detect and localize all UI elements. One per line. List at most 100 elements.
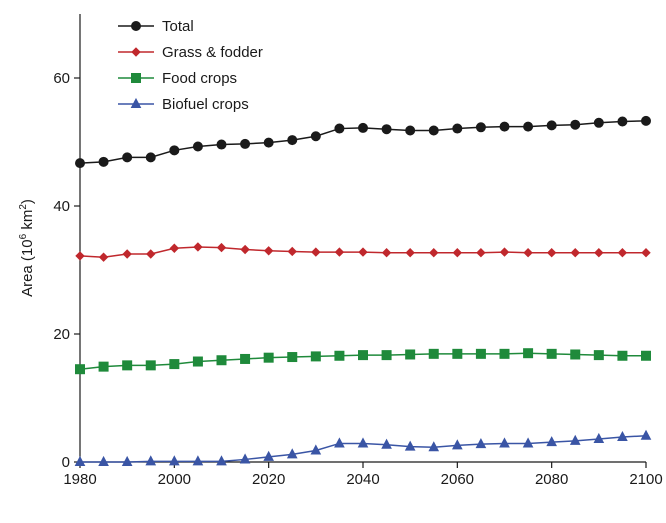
grass-fodder-point [429,248,439,258]
total-point [263,137,274,148]
total-point [358,122,368,133]
food-crops-point [452,348,463,359]
biofuel-crops-point [404,440,416,451]
grass-fodder-point [405,248,415,258]
y-tick-label: 0 [62,454,70,471]
y-ticks: 0 20 40 60 [53,70,80,471]
grass-fodder-point [523,248,533,258]
grass-fodder-point [641,248,651,258]
legend-label: Biofuel crops [162,96,249,113]
grass-fodder-point [358,247,368,257]
biofuel-crops-point [546,436,557,447]
total-point [145,152,156,163]
food-crops-point [593,350,604,361]
biofuel-crops-point [145,455,157,466]
legend-item-biofuel-crops: Biofuel crops [118,96,249,113]
grass-fodder-point [311,247,321,257]
biofuel-crops-point [286,448,298,459]
food-crops-point [240,353,251,364]
y-axis-title-sup2: 2 [18,204,29,210]
food-crops-point [428,348,439,359]
x-tick-label: 2100 [629,471,662,488]
grass-fodder-point [452,248,463,258]
biofuel-crops-point [381,438,392,449]
biofuel-crops-point [310,444,322,455]
total-point [287,135,298,146]
grass-fodder-point [476,248,486,258]
y-tick-label: 20 [53,326,70,343]
biofuel-crops-point [216,455,227,466]
grass-fodder-point [617,248,628,258]
food-crops-point [287,352,298,363]
grass-fodder-point [334,247,345,257]
food-crops-point [499,348,510,359]
grass-fodder-point [146,249,156,259]
biofuel-crops-point [475,438,487,449]
biofuel-crops-point [192,455,204,466]
grass-fodder-point [381,248,392,258]
total-point [523,121,534,132]
series-food-crops [75,348,651,375]
total-point [452,123,463,134]
biofuel-crops-point [98,455,109,466]
total-point [381,124,392,135]
grass-fodder-point [263,246,274,256]
grass-fodder-point [287,246,297,257]
x-tick-label: 2060 [441,471,474,488]
grass-fodder-point [499,247,510,257]
legend-item-food-crops: Food crops [118,70,237,87]
biofuel-crops-point [121,455,133,466]
food-crops-point [75,364,85,375]
grass-fodder-point [570,248,580,258]
food-crops-point [617,350,628,361]
grass-fodder-point [546,248,557,258]
y-axis-title: Area (106 km2) [18,199,36,297]
total-point [570,119,581,130]
biofuel-crops-point [334,437,345,448]
grass-fodder-point [98,252,109,262]
x-tick-label: 1980 [63,471,96,488]
series-biofuel-crops [74,429,652,466]
biofuel-crops-point [499,437,510,448]
food-crops-point [216,355,227,366]
legend-item-grass-fodder: Grass & fodder [118,44,263,61]
grass-fodder-point [122,249,132,259]
x-ticks: 1980 2000 2020 2040 2060 2080 2100 [63,462,663,488]
food-crops-point [641,350,651,361]
series-grass-fodder [75,242,651,262]
biofuel-crops-point [640,429,652,440]
biofuel-crops-point [593,432,605,443]
grass-fodder-point [169,243,180,253]
food-crops-point [475,348,486,359]
total-point [593,117,604,128]
grass-fodder-point [216,242,227,253]
food-crops-point [310,351,321,362]
y-axis-title-sup1: 6 [18,233,29,239]
total-point [216,139,227,150]
x-tick-label: 2000 [158,471,191,488]
y-axis-title-suffix: ) [19,199,36,204]
food-crops-point [570,349,581,360]
x-tick-label: 2020 [252,471,285,488]
plot-series [74,115,652,466]
total-point [428,125,439,136]
biofuel-crops-point [428,441,440,452]
legend-marker [131,73,141,83]
series-total [75,115,651,169]
biofuel-crops-point [522,437,534,448]
food-crops-point [381,350,392,361]
y-tick-label: 40 [53,198,70,215]
biofuel-crops-point [569,434,581,445]
biofuel-crops-point [263,450,274,461]
food-crops-point [192,356,203,367]
food-crops-point [145,360,156,371]
total-point [122,152,133,163]
total-point [240,138,251,149]
x-tick-label: 2080 [535,471,568,488]
total-point [641,115,651,126]
legend: Total Grass & fodder Food crops Biofuel cro… [118,18,263,113]
y-tick-label: 60 [53,70,70,87]
legend-marker [131,47,141,57]
